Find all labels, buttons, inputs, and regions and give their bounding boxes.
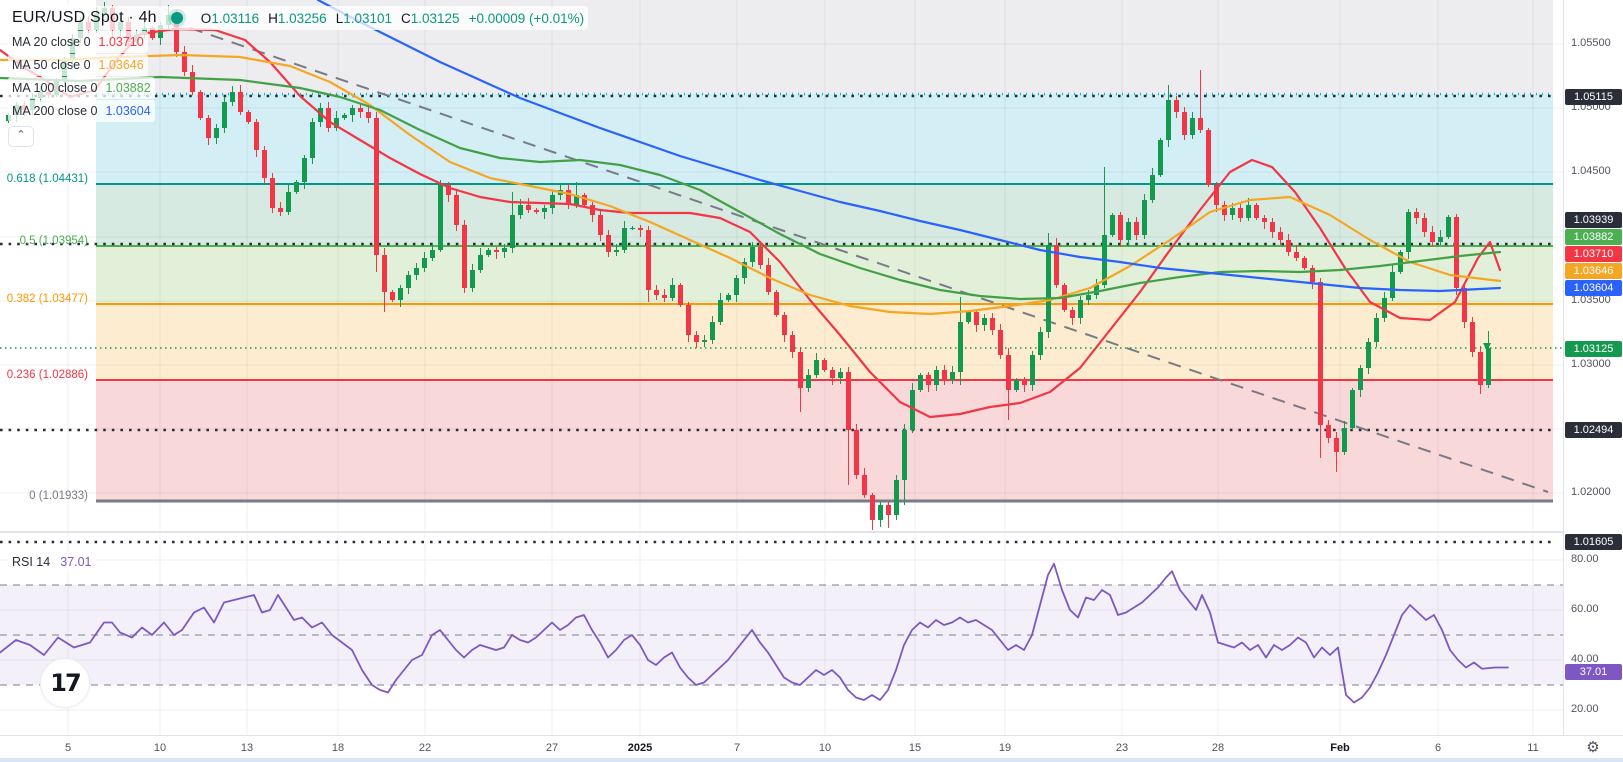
price-badge: 1.03646 — [1565, 263, 1622, 279]
price-axis-label: 1.04500 — [1571, 165, 1611, 177]
time-axis-label: 18 — [331, 742, 345, 754]
price-axis-label: 60.00 — [1571, 603, 1599, 615]
time-axis-label: 15 — [908, 742, 922, 754]
price-badge: 37.01 — [1565, 664, 1622, 680]
legend-ma-row-4[interactable]: MA 200 close 0 1.03604 — [8, 100, 155, 122]
ma-line-ma200 — [316, 0, 1502, 293]
time-axis-label: 13 — [240, 742, 254, 754]
rsi-legend[interactable]: RSI 14 37.01 — [8, 554, 96, 570]
ma-line-ma50 — [0, 53, 1502, 316]
close-value: 1.03125 — [410, 10, 460, 26]
change-value: +0.00009 (+0.01%) — [468, 10, 585, 26]
price-badge: 1.03604 — [1565, 280, 1622, 296]
symbol-title: EUR/USD Spot · 4h — [12, 9, 157, 26]
price-axis-label: 40.00 — [1571, 653, 1599, 665]
ma-value: 1.03646 — [98, 58, 144, 72]
fib-level-label: 0.5 (1.03954) — [19, 235, 88, 247]
ma-label: MA 50 close 0 — [12, 58, 91, 72]
time-axis-label: 10 — [153, 742, 167, 754]
symbol-legend-row[interactable]: EUR/USD Spot · 4h O1.03116 H1.03256 L1.0… — [8, 6, 589, 30]
time-axis-label: 10 — [818, 742, 832, 754]
pane-separator[interactable] — [0, 531, 1563, 533]
fib-level-label: 0.236 (1.02886) — [6, 369, 88, 381]
price-badge: 1.03710 — [1565, 246, 1622, 262]
open-value: 1.03116 — [211, 10, 260, 26]
price-axis-label: 1.03000 — [1571, 358, 1611, 370]
ma-line-ma100 — [0, 75, 1502, 301]
tradingview-logo[interactable]: 17 — [40, 658, 90, 708]
fib-zone — [96, 380, 1553, 501]
time-axis-label: 6 — [1434, 742, 1442, 754]
time-axis-label: 11 — [1527, 742, 1539, 754]
market-status-icon — [170, 12, 183, 24]
ma-label: MA 20 close 0 — [12, 35, 91, 49]
ma-line-ma20 — [0, 27, 1502, 419]
ma-value: 1.03882 — [105, 81, 151, 95]
time-axis-label: 22 — [418, 742, 432, 754]
indicator-legend: MA 20 close 0 1.03710 MA 50 close 0 1.03646… — [8, 31, 588, 122]
price-axis-label: 1.05500 — [1571, 37, 1611, 49]
fib-level-label: 0.618 (1.04431) — [6, 173, 88, 185]
price-axis-label: 1.02000 — [1571, 486, 1611, 498]
price-axis-label: 80.00 — [1571, 553, 1599, 565]
bottom-edge-strip — [0, 758, 1623, 762]
high-value: 1.03256 — [277, 10, 327, 26]
time-axis-label: 27 — [545, 742, 559, 754]
time-axis-label: 7 — [733, 742, 741, 754]
legend-collapse-button[interactable]: ⌃ — [8, 126, 34, 147]
price-badge: 1.01605 — [1565, 534, 1622, 550]
price-badge: 1.03939 — [1565, 212, 1622, 228]
gear-icon[interactable]: ⚙ — [1586, 739, 1600, 756]
price-badge: 1.03882 — [1565, 229, 1622, 245]
legend-ma-row-1[interactable]: MA 20 close 0 1.03710 — [8, 31, 148, 53]
price-badge: 1.05115 — [1565, 89, 1622, 105]
fib-zone — [96, 94, 1553, 184]
fib-level-label: 0.382 (1.03477) — [6, 293, 88, 305]
ohlc-values: O1.03116 H1.03256 L1.03101 C1.03125 +0.0… — [200, 10, 585, 26]
rsi-line — [0, 562, 1509, 704]
time-axis-label: 28 — [1211, 742, 1225, 754]
rsi-value: 37.01 — [60, 555, 92, 569]
rsi-label: RSI 14 — [12, 555, 51, 569]
time-axis-label: 2025 — [627, 742, 653, 754]
time-axis-label: Feb — [1330, 742, 1350, 754]
price-badge: 1.02494 — [1565, 422, 1622, 438]
time-axis[interactable]: 5 10 13 18 22 27 2025 7 10 15 19 23 28 Feb 6 11 — [0, 735, 1623, 759]
legend-ma-row-2[interactable]: MA 50 close 0 1.03646 — [8, 54, 148, 76]
chart-canvas[interactable] — [0, 0, 1563, 735]
ma-label: MA 100 close 0 — [12, 81, 98, 95]
fib-level-label: 0 (1.01933) — [29, 490, 88, 502]
time-axis-label: 23 — [1115, 742, 1129, 754]
time-axis-label: 19 — [998, 742, 1012, 754]
low-value: 1.03101 — [343, 10, 393, 26]
legend-ma-row-3[interactable]: MA 100 close 0 1.03882 — [8, 77, 155, 99]
price-axis[interactable]: 1.05500 1.05000 1.04500 1.03500 1.03000 1.020… — [1563, 0, 1623, 735]
legend: EUR/USD Spot · 4h O1.03116 H1.03256 L1.0… — [8, 6, 589, 147]
current-price-arrow — [1483, 343, 1491, 351]
ma-label: MA 200 close 0 — [12, 104, 98, 118]
ma-value: 1.03604 — [105, 104, 151, 118]
price-badge: 1.03125 — [1565, 341, 1622, 357]
price-axis-label: 20.00 — [1571, 703, 1599, 715]
price-axis-label: 1.03500 — [1571, 294, 1611, 306]
time-axis-label: 5 — [64, 742, 72, 754]
ma-value: 1.03710 — [98, 35, 144, 49]
